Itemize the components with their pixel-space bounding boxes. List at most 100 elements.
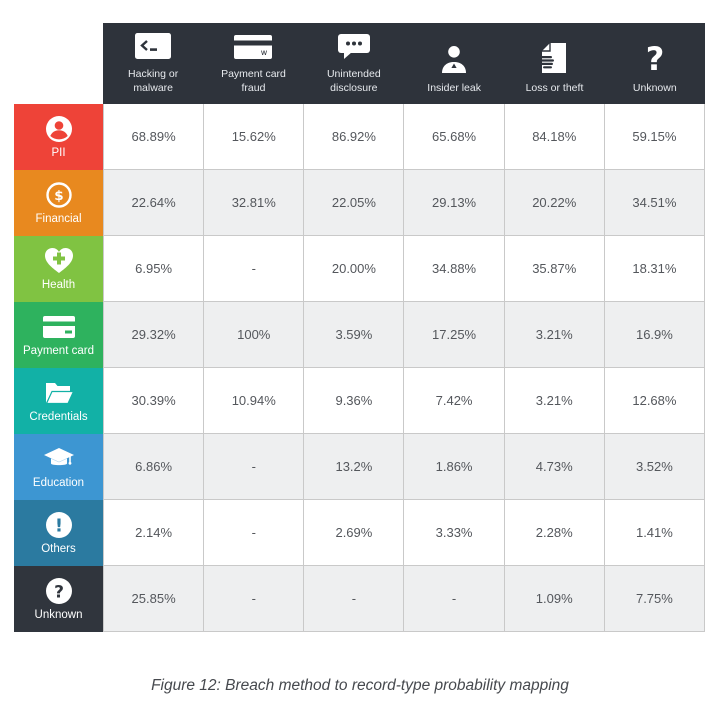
table-cell: 15.62% [203, 104, 304, 170]
table-cell: 20.22% [503, 170, 604, 236]
table-cell: 65.68% [403, 104, 504, 170]
table-cell: 22.05% [303, 170, 404, 236]
table-cell: 2.28% [503, 500, 604, 566]
table-cell: 9.36% [303, 368, 404, 434]
table-cell: 4.73% [503, 434, 604, 500]
table-cell: - [203, 500, 304, 566]
credit-card-icon [42, 312, 76, 341]
column-label: Payment card fraud [221, 67, 286, 94]
column-label: Loss or theft [525, 81, 584, 94]
column-header-unintended-disclosure: Unintended disclosure [304, 23, 404, 104]
column-label: Unknown [632, 81, 677, 94]
row-label: Others [41, 543, 76, 556]
table-cell: 7.42% [403, 368, 504, 434]
speech-bubble-icon [336, 24, 372, 60]
table-cell: 1.86% [403, 434, 504, 500]
table-cell: 59.15% [603, 104, 704, 170]
table-cell: 12.68% [603, 368, 704, 434]
table-cell: 29.32% [103, 302, 204, 368]
table-cell: 13.2% [303, 434, 404, 500]
table-cell: 3.59% [303, 302, 404, 368]
table-cell: - [403, 566, 504, 632]
row-header-payment-card: Payment card [14, 302, 103, 368]
table-cell: 32.81% [203, 170, 304, 236]
table-cell: 29.13% [403, 170, 504, 236]
row-label: Financial [35, 213, 82, 226]
table-cell: 7.75% [603, 566, 704, 632]
graduation-cap-icon [43, 444, 75, 473]
svg-text:w: w [261, 48, 268, 57]
table-cell: 34.51% [603, 170, 704, 236]
table-cell: 18.31% [603, 236, 704, 302]
dollar-circle-icon: $ [45, 180, 73, 209]
heart-plus-icon [44, 246, 74, 275]
table-cell: 6.86% [103, 434, 204, 500]
table-cell: 25.85% [103, 566, 204, 632]
exclamation-circle-icon: ! [45, 510, 73, 539]
row-label: Credentials [29, 411, 88, 424]
person-icon [438, 38, 470, 74]
table-cell: 100% [203, 302, 304, 368]
table-cell: 2.69% [303, 500, 404, 566]
row-label: Education [32, 477, 85, 490]
row-header-pii: PII [14, 104, 103, 170]
table-cell: 3.21% [503, 302, 604, 368]
column-header-unknown: ? Unknown [605, 23, 705, 104]
figure-caption: Figure 12: Breach method to record-type … [151, 677, 569, 694]
svg-text:$: $ [54, 188, 63, 204]
table-cell: 16.9% [603, 302, 704, 368]
table-cell: - [303, 566, 404, 632]
column-header-hacking-or-malware: Hacking or malware [103, 23, 203, 104]
table-cell: 3.52% [603, 434, 704, 500]
column-label: Unintended disclosure [326, 67, 381, 94]
column-label: Insider leak [427, 81, 481, 94]
table-cell: 35.87% [503, 236, 604, 302]
document-hand-icon [540, 38, 568, 74]
row-header-credentials: Credentials [14, 368, 103, 434]
row-label: Health [41, 279, 76, 292]
row-label: PII [51, 147, 66, 160]
svg-text:?: ? [54, 582, 64, 602]
row-header-unknown: ? Unknown [14, 566, 103, 632]
table-cell: - [203, 236, 304, 302]
row-header-health: Health [14, 236, 103, 302]
table-cell: 6.95% [103, 236, 204, 302]
table-cell: 10.94% [203, 368, 304, 434]
table-cell: 84.18% [503, 104, 604, 170]
column-header-loss-or-theft: Loss or theft [504, 23, 604, 104]
question-mark-icon: ? [643, 38, 667, 74]
row-header-others: ! Others [14, 500, 103, 566]
table-cell: 68.89% [103, 104, 204, 170]
table-cell: 20.00% [303, 236, 404, 302]
credit-card-icon: w [233, 24, 273, 60]
table-cell: 2.14% [103, 500, 204, 566]
table-cell: 34.88% [403, 236, 504, 302]
folder-icon [44, 378, 74, 407]
column-header-payment-card-fraud: w Payment card fraud [203, 23, 303, 104]
table-cell: - [203, 434, 304, 500]
question-circle-icon: ? [45, 576, 73, 605]
table-row-headers: PII $ Financial Health [14, 104, 103, 632]
table-cell: 1.41% [603, 500, 704, 566]
table-cell: 3.33% [403, 500, 504, 566]
row-header-financial: $ Financial [14, 170, 103, 236]
table-cell: 1.09% [503, 566, 604, 632]
person-circle-icon [45, 114, 73, 143]
table-column-headers: Hacking or malware w Payment card fraud [103, 23, 705, 104]
row-label: Unknown [34, 609, 83, 622]
table-grid: 68.89% 15.62% 86.92% 65.68% 84.18% 59.15… [103, 104, 705, 632]
table-cell: 86.92% [303, 104, 404, 170]
table-cell: 17.25% [403, 302, 504, 368]
table-cell: 3.21% [503, 368, 604, 434]
column-label: Hacking or malware [128, 67, 179, 94]
svg-text:!: ! [54, 515, 62, 536]
table-cell: 30.39% [103, 368, 204, 434]
table-cell: - [203, 566, 304, 632]
column-header-insider-leak: Insider leak [404, 23, 504, 104]
table-cell: 22.64% [103, 170, 204, 236]
row-header-education: Education [14, 434, 103, 500]
row-label: Payment card [23, 345, 94, 358]
svg-text:?: ? [646, 40, 665, 74]
terminal-icon [134, 24, 172, 60]
